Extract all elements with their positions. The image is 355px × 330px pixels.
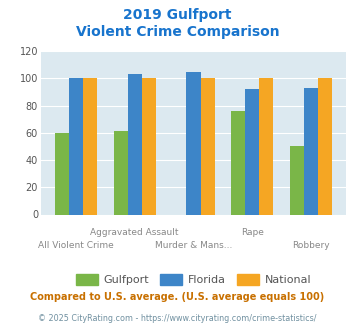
Bar <box>127 74 142 215</box>
Bar <box>231 111 245 214</box>
Bar <box>69 79 83 214</box>
Text: Murder & Mans...: Murder & Mans... <box>155 241 232 249</box>
Bar <box>201 79 215 214</box>
Text: 2019 Gulfport: 2019 Gulfport <box>123 8 232 22</box>
Bar <box>186 72 201 214</box>
Bar <box>245 89 260 214</box>
Bar <box>142 79 156 214</box>
Text: Violent Crime Comparison: Violent Crime Comparison <box>76 25 279 39</box>
Bar <box>318 79 332 214</box>
Text: Aggravated Assault: Aggravated Assault <box>91 228 179 237</box>
Text: © 2025 CityRating.com - https://www.cityrating.com/crime-statistics/: © 2025 CityRating.com - https://www.city… <box>38 314 317 323</box>
Bar <box>304 88 318 214</box>
Bar <box>290 147 304 214</box>
Text: All Violent Crime: All Violent Crime <box>38 241 114 249</box>
Bar <box>55 133 69 214</box>
Legend: Gulfport, Florida, National: Gulfport, Florida, National <box>71 269 316 289</box>
Bar <box>114 131 127 214</box>
Text: Robbery: Robbery <box>292 241 330 249</box>
Text: Compared to U.S. average. (U.S. average equals 100): Compared to U.S. average. (U.S. average … <box>31 292 324 302</box>
Bar <box>83 79 97 214</box>
Text: Rape: Rape <box>241 228 264 237</box>
Bar <box>260 79 273 214</box>
